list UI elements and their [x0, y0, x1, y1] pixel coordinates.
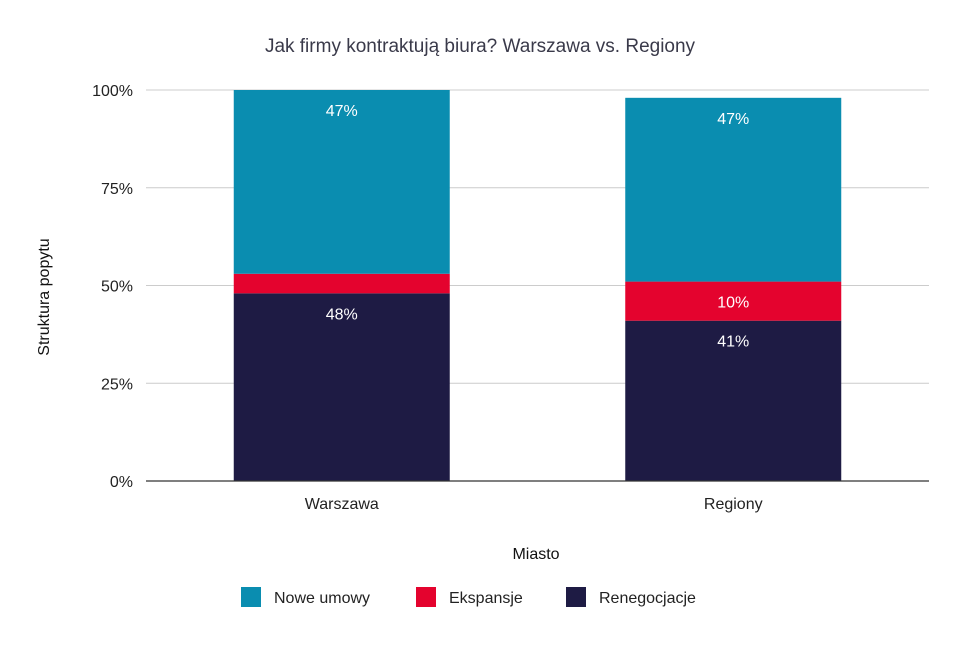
x-axis-title: Miasto: [512, 546, 559, 563]
legend-swatch: [416, 587, 436, 607]
bar-segment: [625, 281, 842, 321]
legend-label: Nowe umowy: [274, 590, 370, 607]
bar-segment: [233, 273, 450, 294]
data-label: 47%: [717, 111, 749, 128]
y-axis-title: Struktura popytu: [36, 238, 53, 355]
y-tick-label: 75%: [101, 181, 133, 198]
bars: 48% 47% 41% 10% 47%: [233, 90, 842, 481]
data-label: 41%: [717, 334, 749, 351]
x-axis-categories: Warszawa Regiony: [305, 496, 763, 513]
data-label: 48%: [326, 306, 358, 323]
y-tick-label: 100%: [92, 83, 133, 100]
y-tick-label: 25%: [101, 376, 133, 393]
y-tick-label: 50%: [101, 279, 133, 296]
x-category-label: Warszawa: [305, 496, 379, 513]
x-category-label: Regiony: [704, 496, 763, 513]
bar-segment: [625, 97, 842, 282]
y-axis-ticks: 0% 25% 50% 75% 100%: [92, 83, 133, 491]
chart-title: Jak firmy kontraktują biura? Warszawa vs…: [265, 36, 696, 57]
bar-segment: [233, 293, 450, 481]
legend-swatch: [566, 587, 586, 607]
data-label: 10%: [717, 295, 749, 312]
y-tick-label: 0%: [110, 474, 133, 491]
data-label: 47%: [326, 103, 358, 120]
legend-label: Renegocjacje: [599, 590, 696, 607]
legend-label: Ekspansje: [449, 590, 523, 607]
legend-swatch: [241, 587, 261, 607]
legend: Nowe umowy Ekspansje Renegocjacje: [241, 587, 696, 607]
bar-segment: [625, 320, 842, 481]
bar-segment: [233, 90, 450, 274]
